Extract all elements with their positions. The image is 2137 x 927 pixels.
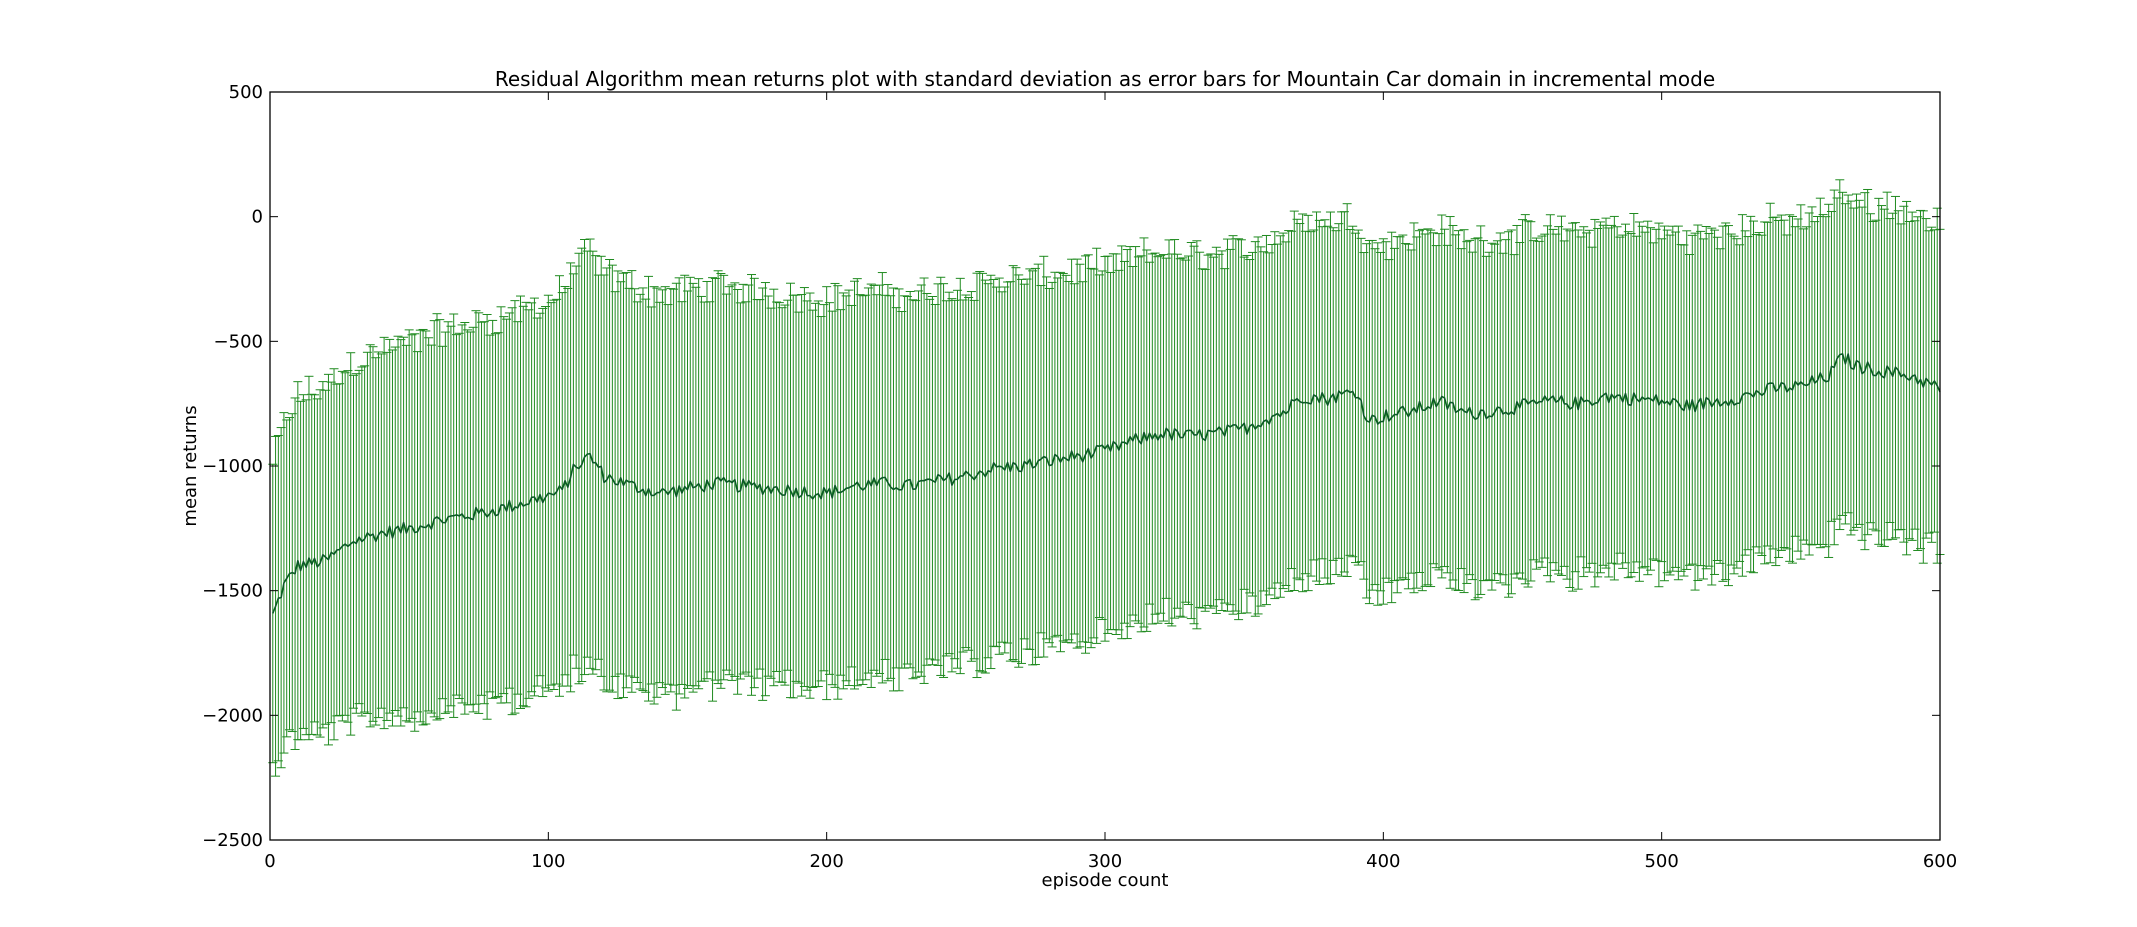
y-tick-label: 0: [252, 207, 263, 228]
x-tick-label: 300: [1088, 851, 1122, 872]
x-axis-label: episode count: [1042, 870, 1169, 891]
x-tick-label: 0: [264, 851, 275, 872]
x-axis-ticks: 0 100 200 300 400 500 600: [264, 92, 1957, 872]
y-tick-label: −1000: [202, 456, 263, 477]
x-tick-label: 200: [809, 851, 843, 872]
x-tick-label: 600: [1923, 851, 1957, 872]
x-tick-label: 100: [531, 851, 565, 872]
mean-returns-line: [272, 353, 1941, 614]
y-tick-label: −2000: [202, 705, 263, 726]
x-tick-label: 400: [1366, 851, 1400, 872]
chart-title: Residual Algorithm mean returns plot wit…: [495, 67, 1715, 91]
y-tick-label: −2500: [202, 830, 263, 851]
y-axis-label: mean returns: [180, 405, 201, 526]
y-tick-label: −1500: [202, 581, 263, 602]
y-tick-label: 500: [229, 82, 263, 103]
x-tick-label: 500: [1644, 851, 1678, 872]
y-axis-ticks: 500 0 −500 −1000 −1500 −2000 −2500: [202, 82, 1940, 851]
error-bars-group: [268, 179, 1945, 777]
y-tick-label: −500: [214, 331, 263, 352]
